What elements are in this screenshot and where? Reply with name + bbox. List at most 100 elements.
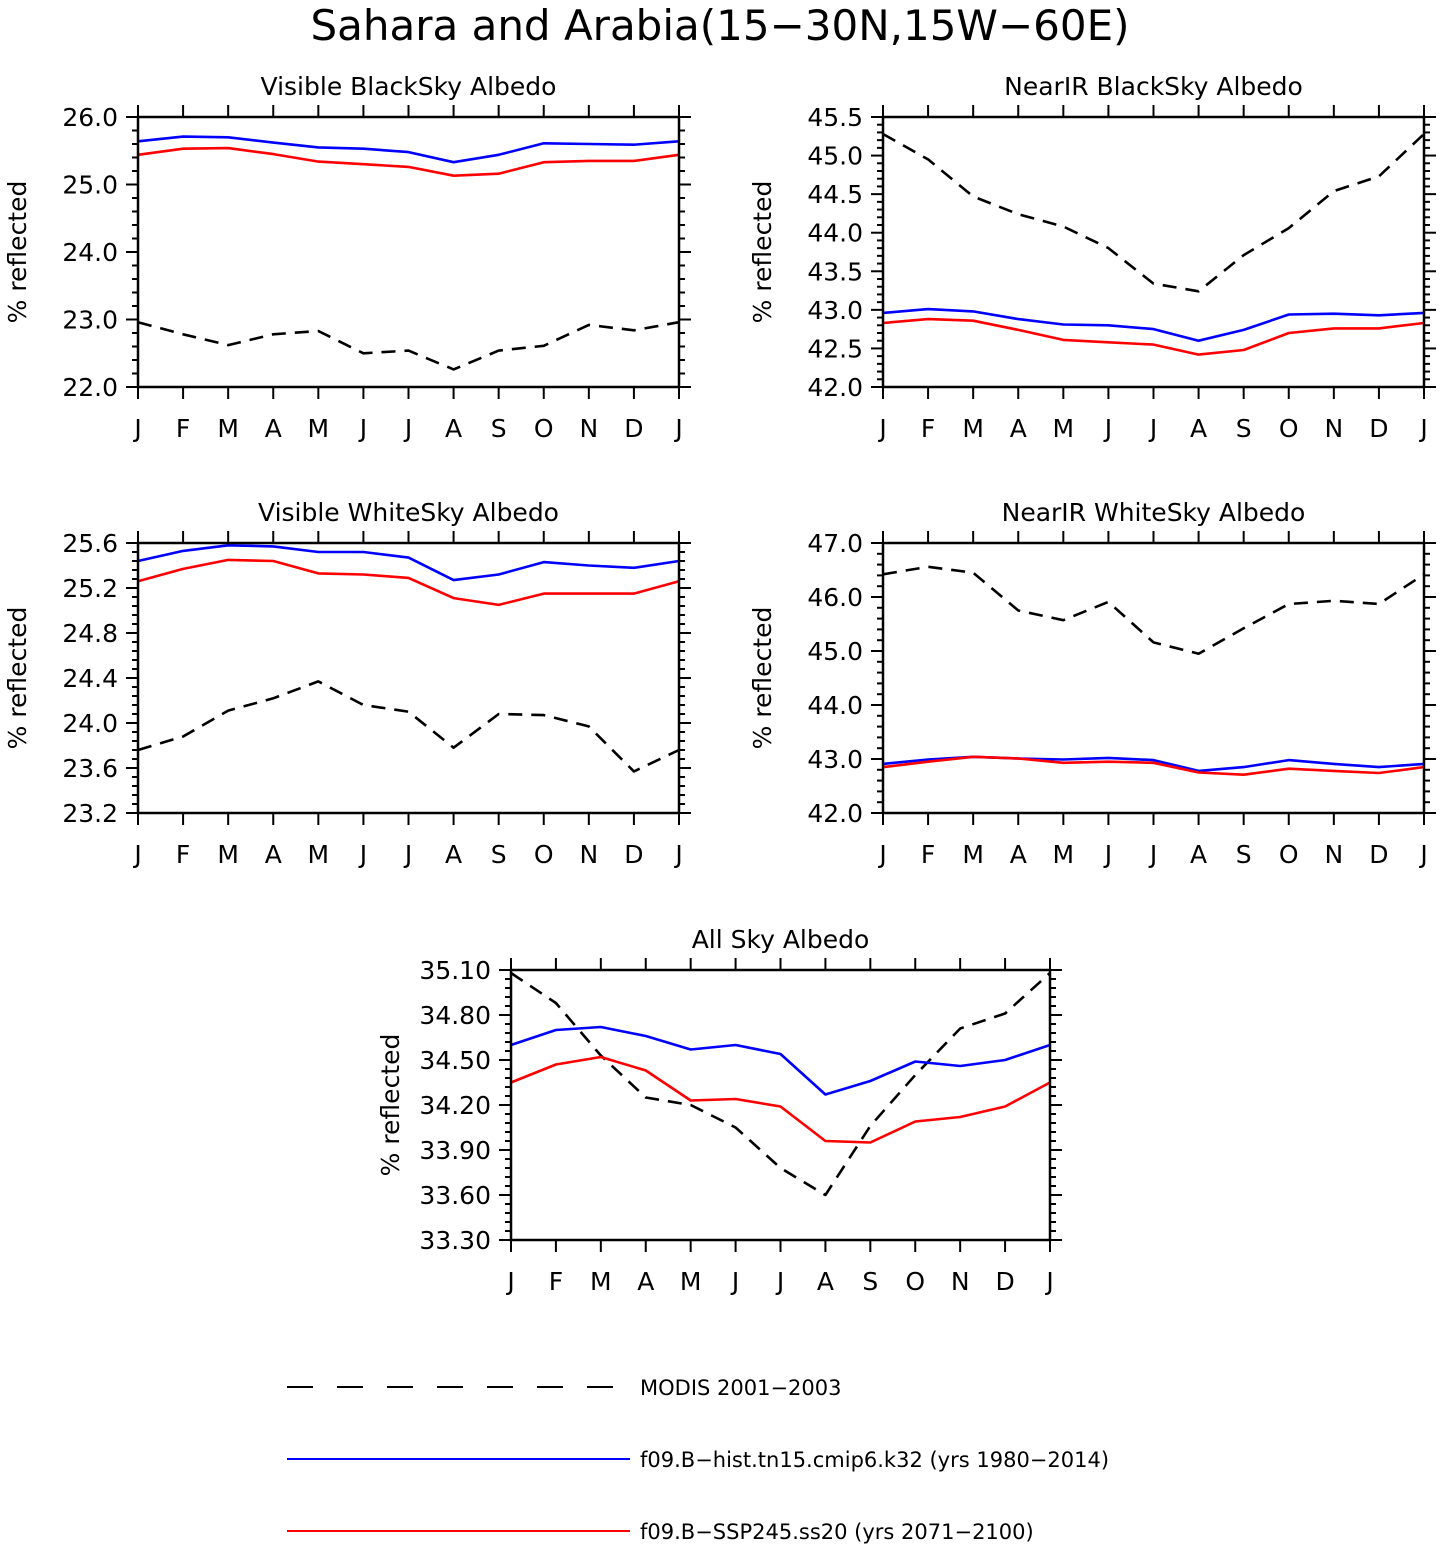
- legend-item-2: f09.B−hist.tn15.cmip6.k32 (yrs 1980−2014…: [287, 1448, 1109, 1472]
- series-line-1: [137, 680, 680, 773]
- y-tick-label: 42.5: [807, 334, 863, 363]
- x-tick-label: J: [358, 840, 367, 869]
- x-tick-label: F: [176, 840, 190, 869]
- y-tick-label: 33.30: [419, 1226, 491, 1255]
- series-line-1: [510, 971, 1051, 1197]
- series-line-1: [137, 320, 680, 371]
- x-tick-label: A: [1190, 840, 1207, 869]
- x-tick-label: A: [1010, 414, 1027, 443]
- y-tick-label: 42.0: [807, 373, 863, 402]
- x-tick-label: M: [308, 414, 330, 443]
- y-tick-label: 43.5: [807, 257, 863, 286]
- x-tick-label: J: [1148, 840, 1157, 869]
- x-tick-label: J: [673, 414, 682, 443]
- series-line-3: [510, 1055, 1051, 1144]
- x-tick-label: J: [1103, 840, 1112, 869]
- x-tick-label: A: [1190, 414, 1207, 443]
- x-tick-label: S: [491, 414, 507, 443]
- plot-frame: [136, 541, 681, 815]
- x-tick-label: J: [403, 840, 412, 869]
- x-tick-label: F: [921, 840, 935, 869]
- y-axis-label: % reflected: [748, 607, 777, 750]
- axis-ticks: [871, 105, 1436, 399]
- panel-title: NearIR WhiteSky Albedo: [1002, 498, 1306, 527]
- x-tick-label: A: [265, 840, 282, 869]
- y-tick-label: 25.2: [62, 574, 118, 603]
- axis-ticks: [871, 531, 1436, 825]
- y-tick-label: 34.20: [419, 1091, 491, 1120]
- series-line-2: [510, 1025, 1051, 1096]
- y-tick-label: 43.0: [807, 745, 863, 774]
- y-tick-label: 24.0: [62, 709, 118, 738]
- x-tick-label: A: [445, 840, 462, 869]
- y-tick-label: 42.0: [807, 799, 863, 828]
- plot-frame: [136, 115, 681, 389]
- x-tick-label: M: [590, 1267, 612, 1296]
- x-tick-label: M: [1053, 840, 1075, 869]
- y-tick-label: 45.0: [807, 142, 863, 171]
- y-tick-label: 25.6: [62, 529, 118, 558]
- x-tick-label: O: [1279, 840, 1299, 869]
- legend: MODIS 2001−2003 f09.B−hist.tn15.cmip6.k32…: [287, 1376, 1109, 1544]
- y-tick-label: 33.60: [419, 1181, 491, 1210]
- x-tick-label: J: [1418, 840, 1427, 869]
- x-tick-label: J: [505, 1267, 514, 1296]
- series-line-3: [137, 558, 680, 607]
- x-tick-label: S: [491, 840, 507, 869]
- legend-item-3: f09.B−SSP245.ss20 (yrs 2071−2100): [287, 1520, 1034, 1544]
- x-tick-label: J: [358, 414, 367, 443]
- x-tick-label: M: [962, 414, 984, 443]
- x-tick-label: J: [730, 1267, 739, 1296]
- x-tick-label: N: [579, 414, 598, 443]
- y-tick-label: 23.6: [62, 754, 118, 783]
- y-axis-label: % reflected: [748, 181, 777, 324]
- x-tick-label: D: [624, 414, 643, 443]
- x-tick-label: J: [132, 414, 141, 443]
- y-tick-label: 44.5: [807, 180, 863, 209]
- legend-label: MODIS 2001−2003: [640, 1376, 842, 1400]
- y-tick-label: 45.5: [807, 103, 863, 132]
- x-tick-label: J: [775, 1267, 784, 1296]
- y-tick-label: 47.0: [807, 529, 863, 558]
- figure-title: Sahara and Arabia(15−30N,15W−60E): [310, 1, 1129, 50]
- legend-label: f09.B−hist.tn15.cmip6.k32 (yrs 1980−2014…: [640, 1448, 1109, 1472]
- x-tick-label: A: [817, 1267, 834, 1296]
- y-tick-label: 34.80: [419, 1001, 491, 1030]
- x-tick-label: A: [445, 414, 462, 443]
- y-tick-label: 33.90: [419, 1136, 491, 1165]
- x-tick-label: J: [877, 414, 886, 443]
- x-tick-label: A: [265, 414, 282, 443]
- x-tick-label: A: [637, 1267, 654, 1296]
- y-tick-label: 44.0: [807, 219, 863, 248]
- x-tick-label: J: [1148, 414, 1157, 443]
- x-tick-label: D: [995, 1267, 1014, 1296]
- series-line-3: [137, 146, 680, 177]
- axis-ticks: [499, 958, 1062, 1252]
- x-tick-label: M: [217, 414, 239, 443]
- x-tick-label: D: [1369, 840, 1388, 869]
- series-line-2: [137, 543, 680, 582]
- x-tick-label: M: [217, 840, 239, 869]
- y-tick-label: 25.0: [62, 171, 118, 200]
- x-tick-label: S: [1236, 414, 1252, 443]
- x-tick-label: O: [1279, 414, 1299, 443]
- panel-title: Visible WhiteSky Albedo: [258, 498, 559, 527]
- y-tick-label: 23.2: [62, 799, 118, 828]
- y-axis-label: % reflected: [3, 607, 32, 750]
- x-tick-label: D: [624, 840, 643, 869]
- x-tick-label: S: [862, 1267, 878, 1296]
- plot-frame: [881, 541, 1426, 815]
- x-tick-label: N: [951, 1267, 970, 1296]
- series-line-3: [882, 317, 1425, 356]
- series-line-1: [882, 132, 1425, 293]
- panel-title: Visible BlackSky Albedo: [261, 72, 557, 101]
- series-line-1: [882, 565, 1425, 656]
- axis-ticks: [126, 531, 691, 825]
- x-tick-label: O: [905, 1267, 925, 1296]
- x-tick-label: M: [680, 1267, 702, 1296]
